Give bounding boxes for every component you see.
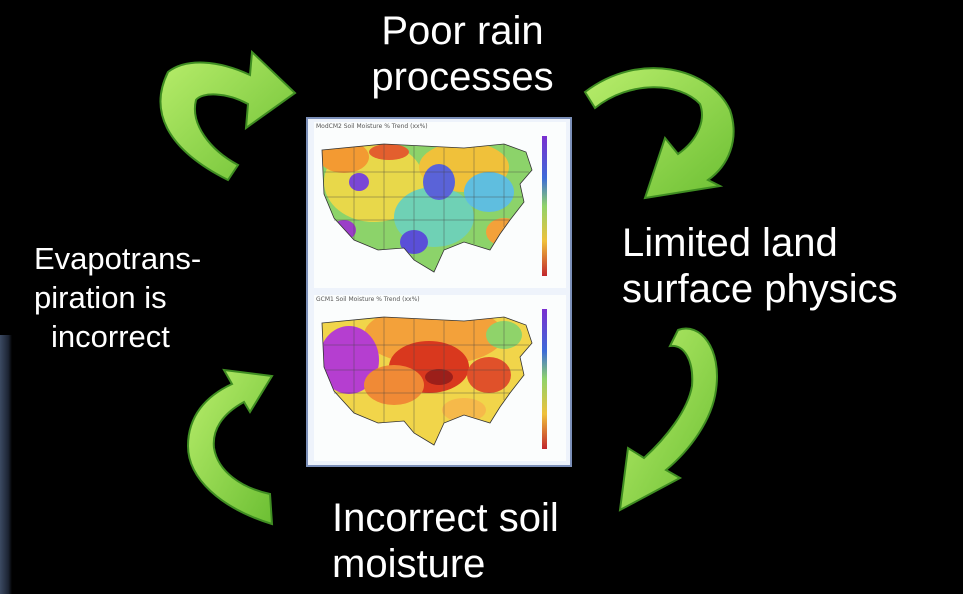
arrow-soil-to-evap-icon xyxy=(186,368,274,526)
label-line: moisture xyxy=(332,542,486,587)
map-panel-bottom: GCM1 Soil Moisture % Trend (xx%) xyxy=(314,295,566,461)
us-map-top xyxy=(321,136,547,276)
label-limited-land-surface-physics: Limited land surface physics xyxy=(622,220,898,313)
arrow-land-to-soil-icon xyxy=(618,327,718,512)
arrow-evap-to-rain-icon xyxy=(159,49,297,182)
slide-edge-strip xyxy=(0,335,12,594)
label-line: Incorrect soil xyxy=(332,496,559,540)
label-poor-rain-processes: Poor rain processes xyxy=(345,8,580,101)
label-line: processes xyxy=(371,55,554,100)
map-panel-top: ModCM2 Soil Moisture % Trend (xx%) xyxy=(314,122,566,288)
arrow-rain-to-land-icon xyxy=(583,67,735,200)
label-line: Evapotrans- xyxy=(34,241,202,276)
soil-moisture-map-figure: ModCM2 Soil Moisture % Trend (xx%) xyxy=(306,117,572,467)
label-incorrect-soil-moisture: Incorrect soil moisture xyxy=(332,495,559,588)
label-line: piration is xyxy=(34,279,167,315)
map-top-title: ModCM2 Soil Moisture % Trend (xx%) xyxy=(316,123,428,130)
label-evapotranspiration-incorrect: Evapotrans- piration is incorrect xyxy=(34,240,201,356)
label-line: Poor rain xyxy=(381,9,544,53)
label-line: incorrect xyxy=(51,318,170,354)
map-bottom-title: GCM1 Soil Moisture % Trend (xx%) xyxy=(316,296,420,303)
label-line: Limited land xyxy=(622,221,838,265)
us-map-bottom xyxy=(321,309,547,449)
label-line: surface physics xyxy=(622,267,898,312)
